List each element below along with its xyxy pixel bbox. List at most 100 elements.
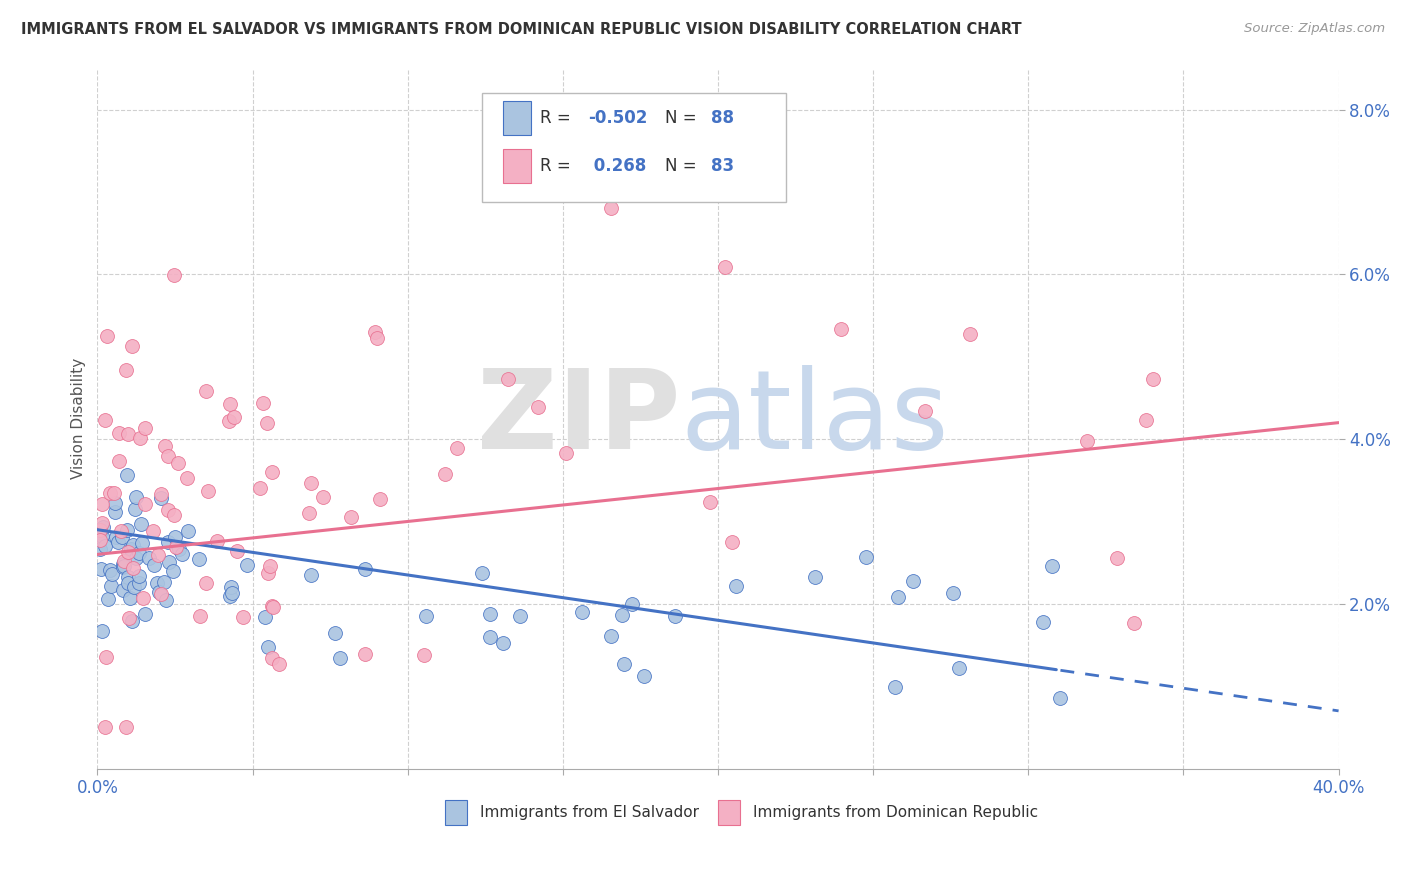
Point — [108, 425, 131, 440]
Point — [218, 397, 240, 411]
Point — [368, 491, 391, 506]
Point — [125, 491, 148, 505]
Point — [94, 720, 117, 734]
Point — [236, 558, 259, 573]
Point — [257, 566, 280, 580]
Point — [170, 547, 193, 561]
Point — [131, 536, 153, 550]
Point — [886, 590, 908, 604]
Point — [571, 605, 593, 619]
Point — [613, 657, 636, 672]
Text: IMMIGRANTS FROM EL SALVADOR VS IMMIGRANTS FROM DOMINICAN REPUBLIC VISION DISABIL: IMMIGRANTS FROM EL SALVADOR VS IMMIGRANT… — [21, 22, 1022, 37]
Text: -0.502: -0.502 — [588, 110, 647, 128]
Point — [121, 614, 143, 628]
Point — [855, 549, 877, 564]
Point — [555, 446, 578, 460]
Point — [118, 591, 141, 605]
Text: 88: 88 — [710, 110, 734, 128]
Point — [90, 562, 112, 576]
Point — [112, 558, 135, 573]
Point — [115, 720, 138, 734]
Text: 83: 83 — [710, 157, 734, 175]
Point — [804, 570, 827, 584]
Point — [110, 524, 132, 538]
Point — [354, 647, 377, 661]
Point — [883, 681, 905, 695]
Point — [699, 494, 721, 508]
Point — [366, 331, 388, 345]
Point — [132, 591, 155, 605]
Point — [259, 559, 281, 574]
Point — [91, 520, 114, 534]
Point — [94, 413, 117, 427]
Point — [492, 636, 515, 650]
Point — [218, 590, 240, 604]
Point — [167, 456, 190, 470]
Point — [1076, 434, 1098, 448]
Point — [195, 576, 218, 591]
Point — [117, 427, 139, 442]
Point — [121, 538, 143, 552]
Point — [89, 524, 111, 538]
Point — [122, 560, 145, 574]
Point — [188, 609, 211, 624]
Point — [364, 325, 387, 339]
Point — [1135, 412, 1157, 426]
Point — [478, 607, 501, 622]
Point — [128, 569, 150, 583]
Point — [167, 541, 190, 556]
Point — [90, 516, 112, 530]
Point — [471, 566, 494, 581]
FancyBboxPatch shape — [482, 93, 786, 202]
Point — [148, 585, 170, 599]
Point — [112, 582, 135, 597]
Y-axis label: Vision Disability: Vision Disability — [72, 358, 86, 479]
Point — [197, 483, 219, 498]
Point — [118, 611, 141, 625]
Text: N =: N = — [665, 110, 702, 128]
Point — [90, 497, 112, 511]
Point — [115, 468, 138, 483]
Point — [134, 421, 156, 435]
Point — [1122, 615, 1144, 630]
Bar — [444, 800, 467, 824]
Point — [146, 576, 169, 591]
Point — [134, 497, 156, 511]
Point — [163, 268, 186, 282]
Point — [299, 475, 322, 490]
Point — [1142, 372, 1164, 386]
Point — [155, 593, 177, 607]
Point — [104, 505, 127, 519]
Point — [105, 530, 128, 544]
Point — [89, 541, 111, 556]
Point — [188, 551, 211, 566]
Point — [610, 608, 633, 623]
Point — [600, 202, 623, 216]
Point — [129, 516, 152, 531]
Point — [153, 575, 176, 590]
Point — [633, 669, 655, 683]
Point — [260, 465, 283, 479]
Point — [97, 591, 120, 606]
Point — [325, 626, 347, 640]
Point — [329, 650, 352, 665]
Point — [446, 441, 468, 455]
Text: Immigrants from Dominican Republic: Immigrants from Dominican Republic — [752, 805, 1038, 820]
Point — [354, 562, 377, 576]
Point — [117, 523, 139, 537]
Point — [111, 530, 134, 544]
Point — [94, 649, 117, 664]
Point — [157, 555, 180, 569]
Point — [163, 530, 186, 544]
Point — [98, 563, 121, 577]
Point — [1040, 559, 1063, 574]
Point — [509, 609, 531, 624]
Point — [1049, 691, 1071, 706]
Point — [298, 506, 321, 520]
Point — [90, 624, 112, 639]
Point — [149, 491, 172, 506]
Point — [100, 579, 122, 593]
Point — [124, 501, 146, 516]
Point — [108, 454, 131, 468]
Point — [128, 431, 150, 445]
